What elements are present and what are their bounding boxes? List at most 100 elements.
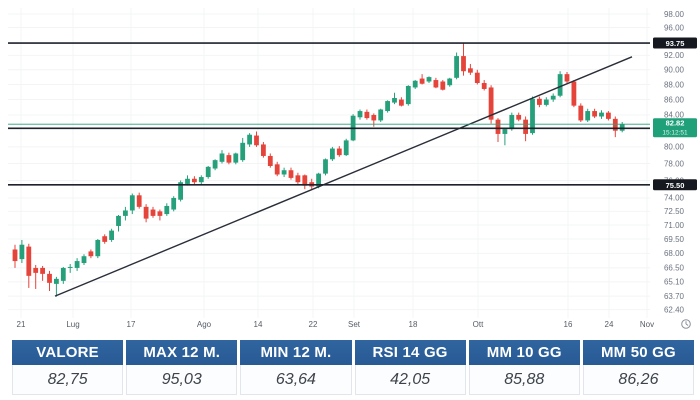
candle-body <box>316 173 321 187</box>
candle-body <box>488 87 494 120</box>
candle-body <box>599 112 604 117</box>
table-header-cell: VALORE <box>12 340 124 365</box>
x-axis-date-label: 22 <box>309 320 318 329</box>
candle-body <box>281 170 287 175</box>
price-line-badge-label: 75.50 <box>666 181 685 190</box>
table-value-cell: 86,26 <box>582 365 695 395</box>
table-column-rsi-14-gg: RSI 14 GG 42,05 <box>354 340 466 395</box>
candle-body <box>433 80 439 88</box>
candle-body <box>81 256 87 264</box>
candle-body <box>578 105 584 121</box>
candle-body <box>405 85 411 105</box>
y-axis-tick-label: 98.00 <box>664 10 685 19</box>
candle-body <box>516 114 522 120</box>
y-axis-tick-label: 96.00 <box>664 23 685 32</box>
candle-body <box>419 78 425 84</box>
candle-body <box>399 99 404 106</box>
candle-body <box>585 111 591 121</box>
candle-body <box>592 111 597 117</box>
x-axis-date-label: Lug <box>66 320 79 329</box>
candle-body <box>47 273 52 283</box>
candle-body <box>447 78 453 86</box>
candle-body <box>468 68 473 73</box>
candle-body <box>412 80 418 88</box>
y-axis-tick-label: 62.40 <box>664 305 685 314</box>
candlestick-chart-canvas[interactable]: 98.00 96.00 92.00 90.00 88.00 86.00 84.00 80.00… <box>0 0 700 338</box>
candle-body <box>19 244 25 260</box>
price-line-badge <box>653 37 697 49</box>
candle-body <box>495 119 501 134</box>
y-axis-tick-label: 72.50 <box>664 207 685 216</box>
candle-body <box>440 81 446 90</box>
candle-body <box>212 160 218 169</box>
x-axis-date-label: 21 <box>17 320 26 329</box>
candle-body <box>295 175 301 183</box>
candle-body <box>95 239 101 257</box>
candle-body <box>143 206 149 219</box>
y-axis-tick-label: 92.00 <box>664 51 685 60</box>
candle-body <box>198 177 204 183</box>
candle-body <box>150 209 156 216</box>
table-header-cell: MM 50 GG <box>582 340 695 365</box>
price-line-badge-label: 93.75 <box>666 39 685 48</box>
candle-body <box>88 251 94 257</box>
candle-body <box>129 195 135 211</box>
candle-body <box>530 98 535 134</box>
candle-body <box>240 142 246 161</box>
y-axis-tick-label: 78.00 <box>664 159 685 168</box>
x-axis-date-label: 17 <box>127 320 136 329</box>
table-value-cell: 42,05 <box>354 365 466 395</box>
candle-body <box>136 195 142 207</box>
summary-table: VALORE 82,75 MAX 12 M. 95,03 MIN 12 M. 63,64 R… <box>12 340 695 395</box>
candle-body <box>330 148 335 160</box>
candle-body <box>392 98 397 103</box>
candle-body <box>461 56 466 72</box>
y-axis-tick-label: 66.50 <box>664 264 685 273</box>
candle-body <box>123 210 128 216</box>
candle-body <box>454 56 459 78</box>
candle-body <box>178 182 183 200</box>
current-price-countdown: 15:12:51 <box>662 130 688 137</box>
table-column-mm-50-gg: MM 50 GG 86,26 <box>582 340 695 395</box>
candle-body <box>40 267 45 274</box>
table-value-cell: 82,75 <box>12 365 124 395</box>
candle-body <box>116 215 121 226</box>
candle-body <box>336 148 342 156</box>
candle-body <box>254 135 259 146</box>
candle-body <box>288 170 294 178</box>
table-column-valore: VALORE 82,75 <box>12 340 124 395</box>
x-axis-date-label: 14 <box>254 320 263 329</box>
candle-body <box>364 111 370 119</box>
candle-body <box>109 230 114 240</box>
candle-body <box>357 111 363 118</box>
candle-body <box>12 249 18 262</box>
current-price-badge-value: 82.82 <box>666 119 685 128</box>
candle-body <box>54 278 59 284</box>
table-column-mm-10-gg: MM 10 GG 85,88 <box>468 340 580 395</box>
candle-body <box>619 124 625 131</box>
chart-background <box>0 0 700 338</box>
candle-body <box>33 267 39 273</box>
candle-body <box>371 114 377 121</box>
candle-body <box>67 266 73 268</box>
clock-icon-hand-hour <box>685 323 689 326</box>
candle-body <box>102 236 108 242</box>
candle-body <box>571 81 577 106</box>
candle-body <box>537 98 542 105</box>
table-value-cell: 95,03 <box>126 365 238 395</box>
candle-body <box>523 119 528 134</box>
candle-body <box>612 118 618 131</box>
clock-icon <box>681 319 691 329</box>
y-axis-tick-label: 88.00 <box>664 80 685 89</box>
trend-line <box>54 56 633 297</box>
candle-body <box>550 95 556 100</box>
candle-body <box>157 211 163 216</box>
candle-body <box>543 99 549 105</box>
candle-body <box>606 112 611 119</box>
candle-body <box>426 77 432 82</box>
candle-body <box>502 129 508 134</box>
x-axis-date-label: Ott <box>473 320 484 329</box>
candle-body <box>509 114 515 130</box>
candle-body <box>274 164 280 175</box>
